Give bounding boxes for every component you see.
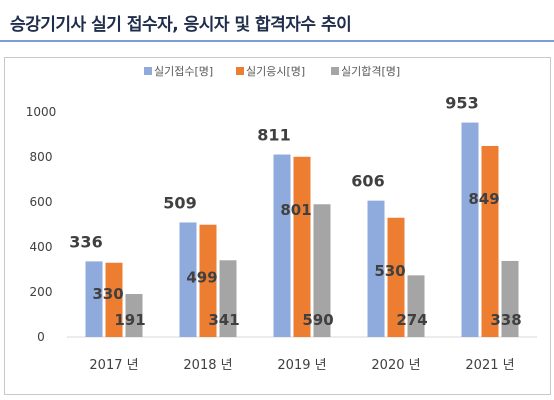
y-tick-label: 0 (37, 330, 45, 344)
bar-2-4 (387, 217, 405, 337)
data-label-1-4: 606 (351, 172, 384, 191)
data-label-1-5: 953 (445, 94, 478, 113)
bar-1-2 (179, 222, 197, 337)
bars (85, 122, 519, 337)
data-labels: 336 330 191 509 499 341 811 801 590 606 530 274 953 8… (69, 94, 521, 329)
data-label-1-1: 336 (69, 232, 102, 251)
x-axis: 2017 년 2018 년 2019 년 2020 년 2021 년 (89, 358, 514, 373)
legend-swatch-2 (236, 67, 244, 75)
data-label-1-3: 811 (257, 126, 290, 145)
x-tick-label: 2019 년 (277, 358, 326, 373)
bar-1-4 (367, 200, 385, 337)
bar-1-5 (461, 122, 479, 337)
data-label-3-2: 341 (208, 311, 239, 329)
x-tick-label: 2020 년 (371, 358, 420, 373)
data-label-1-2: 509 (163, 193, 196, 212)
legend: 실기접수[명] 실기응시[명] 실기합격[명] (144, 65, 400, 78)
chart-container: 실기접수[명] 실기응시[명] 실기합격[명] 0 200 400 600 800 1000 … (4, 57, 551, 395)
legend-label-3: 실기합격[명] (341, 65, 400, 78)
legend-label-1: 실기접수[명] (154, 65, 213, 78)
bar-3-5 (501, 260, 519, 337)
x-tick-label: 2017 년 (89, 358, 138, 373)
bar-3-4 (407, 275, 425, 337)
y-tick-label: 400 (30, 240, 53, 254)
data-label-3-3: 590 (302, 311, 333, 329)
y-tick-label: 1000 (26, 105, 57, 119)
data-label-3-5: 338 (490, 311, 521, 329)
y-tick-label: 200 (30, 285, 53, 299)
y-tick-label: 600 (30, 195, 53, 209)
x-tick-label: 2018 년 (183, 358, 232, 373)
data-label-2-1: 330 (92, 285, 123, 303)
data-label-3-1: 191 (114, 311, 145, 329)
legend-swatch-3 (331, 67, 339, 75)
header: 승강기기사 실기 접수자, 응시자 및 합격자수 추이 (0, 0, 554, 44)
bar-2-2 (199, 224, 217, 337)
legend-label-2: 실기응시[명] (246, 65, 305, 78)
bar-1-1 (85, 261, 103, 337)
data-label-2-3: 801 (280, 201, 311, 219)
bar-chart: 실기접수[명] 실기응시[명] 실기합격[명] 02004006008001000 … (26, 65, 537, 373)
data-label-2-5: 849 (468, 190, 499, 208)
header-rule (0, 40, 554, 42)
bar-2-1 (105, 262, 123, 337)
data-label-3-4: 274 (396, 311, 427, 329)
bar-3-2 (219, 260, 237, 337)
bar-3-1 (125, 294, 143, 337)
y-tick-label: 800 (30, 150, 53, 164)
x-tick-label: 2021 년 (465, 358, 514, 373)
bar-2-5 (481, 145, 499, 337)
page-title: 승강기기사 실기 접수자, 응시자 및 합격자수 추이 (10, 15, 352, 35)
legend-swatch-1 (144, 67, 152, 75)
data-label-2-2: 499 (186, 269, 217, 287)
bar-1-3 (273, 154, 291, 337)
data-label-2-4: 530 (374, 262, 405, 280)
bar-2-3 (293, 156, 311, 337)
bar-3-3 (313, 204, 331, 337)
